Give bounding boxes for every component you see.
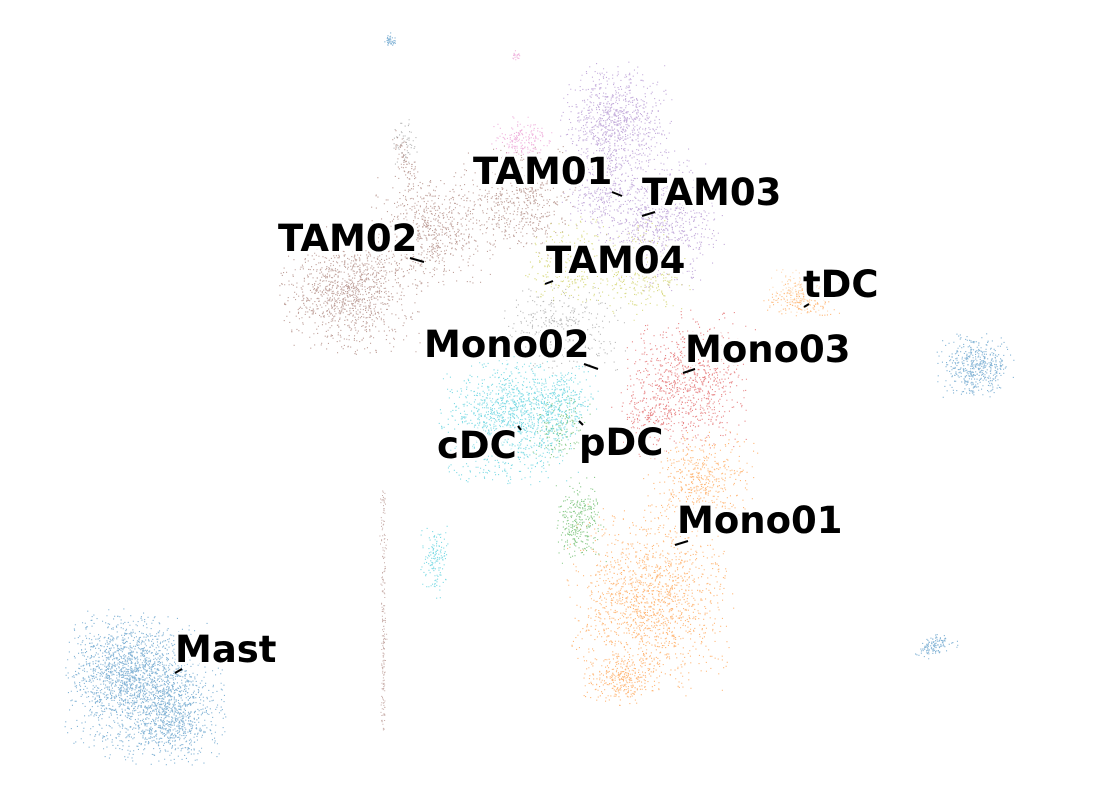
leader-line-pdc: [578, 420, 584, 426]
leader-line-tdc: [803, 303, 810, 308]
leader-line-cdc: [517, 425, 522, 431]
leader-line-mono01: [674, 540, 689, 546]
cluster-label-tdc: tDC: [803, 263, 879, 306]
leader-line-tam03: [641, 211, 656, 217]
cluster-points-tdc: [769, 269, 843, 314]
cluster-label-cdc: cDC: [437, 424, 517, 467]
cluster-label-pdc: pDC: [579, 421, 663, 464]
leader-line-tam01: [611, 191, 623, 197]
cluster-label-mono01: Mono01: [677, 499, 843, 542]
leader-line-tam04: [544, 280, 554, 285]
cluster-label-tam04: TAM04: [546, 239, 685, 282]
cluster-label-tam03: TAM03: [642, 171, 781, 214]
leader-line-mono03: [682, 368, 696, 374]
cluster-label-mono02: Mono02: [424, 323, 590, 366]
scatter-points: [64, 32, 1015, 766]
cluster-points-tam03: [560, 61, 725, 292]
cluster-label-tam01: TAM01: [473, 150, 612, 193]
cluster-points-tam04: [525, 216, 691, 321]
cluster-points-cdc: [420, 355, 599, 599]
cluster-label-tam02: TAM02: [278, 217, 417, 260]
cluster-label-mast: Mast: [175, 628, 277, 671]
leader-line-mast: [174, 668, 183, 674]
cluster-labels: Mast Mono01 pDC Mono03 TAM03 TAM02 TAM01 TAM04 c…: [172, 147, 882, 674]
stripe-points: [379, 490, 388, 731]
cluster-points-mono03: [611, 309, 756, 460]
leader-line-tam02: [409, 257, 425, 263]
cluster-points-pdc: [529, 395, 607, 564]
leader-line-mono02: [583, 363, 599, 370]
cluster-label-mono03: Mono03: [685, 328, 851, 371]
